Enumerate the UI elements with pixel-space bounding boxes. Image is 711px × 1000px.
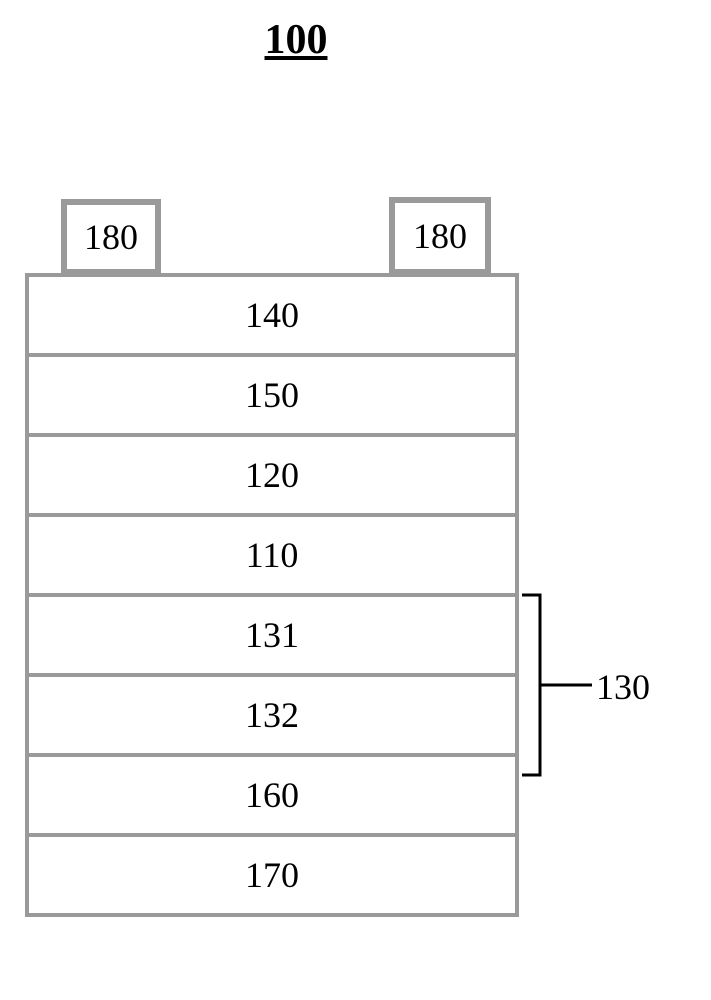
layer-3: 110 xyxy=(25,513,519,597)
layer-6-label: 160 xyxy=(245,777,299,813)
layer-5: 132 xyxy=(25,673,519,757)
top-box-0-label: 180 xyxy=(84,216,138,258)
layer-2-label: 120 xyxy=(245,457,299,493)
layer-0: 140 xyxy=(25,273,519,357)
bracket-path xyxy=(522,595,592,775)
layer-4: 131 xyxy=(25,593,519,677)
diagram-canvas: 100 180 180 140 150 120 110 131 132 160 … xyxy=(0,0,711,1000)
bracket-label: 130 xyxy=(596,666,650,708)
layer-7-label: 170 xyxy=(245,857,299,893)
top-box-1: 180 xyxy=(389,197,491,275)
layer-3-label: 110 xyxy=(246,537,299,573)
layer-2: 120 xyxy=(25,433,519,517)
figure-title: 100 xyxy=(236,16,356,64)
layer-0-label: 140 xyxy=(245,297,299,333)
top-box-1-label: 180 xyxy=(413,215,467,257)
layer-5-label: 132 xyxy=(245,697,299,733)
layer-6: 160 xyxy=(25,753,519,837)
top-box-0: 180 xyxy=(61,199,161,275)
layer-1-label: 150 xyxy=(245,377,299,413)
layer-7: 170 xyxy=(25,833,519,917)
layer-1: 150 xyxy=(25,353,519,437)
layer-4-label: 131 xyxy=(245,617,299,653)
